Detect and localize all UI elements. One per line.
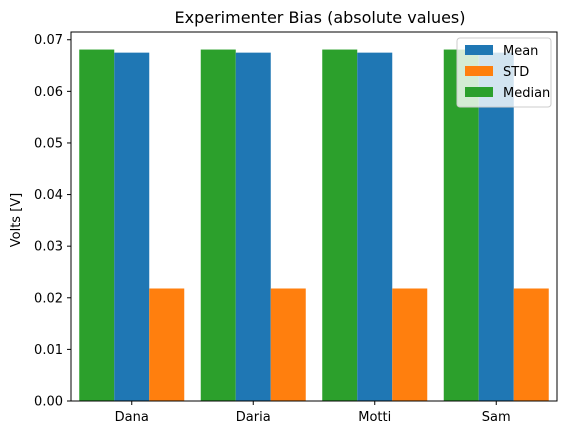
legend-swatch-median [465, 87, 493, 97]
bar-std-dana [149, 288, 185, 401]
legend-label-median: Median [503, 86, 550, 101]
bar-std-daria [270, 288, 306, 401]
y-tick-label: 0.01 [34, 343, 63, 358]
y-tick-label: 0.07 [34, 33, 63, 48]
legend-label-mean: Mean [503, 44, 538, 59]
bar-median-sam [443, 49, 479, 402]
y-tick-label: 0.02 [34, 291, 63, 306]
bar-median-dana [79, 49, 115, 402]
x-ticks: Dana Daria Motti Sam [115, 401, 511, 425]
bar-std-sam [513, 288, 549, 401]
x-tick-label: Motti [358, 410, 391, 425]
y-tick-label: 0.06 [34, 85, 63, 100]
y-tick-label: 0.03 [34, 240, 63, 255]
y-axis-label: Volts [V] [9, 193, 24, 248]
bars-group [79, 49, 549, 402]
legend-swatch-std [465, 66, 493, 76]
x-tick-label: Dana [115, 410, 149, 425]
bar-mean-motti [357, 52, 393, 401]
y-tick-label: 0.00 [34, 395, 63, 410]
bar-mean-daria [235, 52, 271, 401]
bar-mean-dana [114, 52, 150, 401]
x-tick-label: Daria [236, 410, 271, 425]
x-tick-label: Sam [482, 410, 511, 425]
legend-swatch-mean [465, 45, 493, 55]
y-ticks: 0.00 0.01 0.02 0.03 0.04 0.05 0.06 0.07 [34, 33, 71, 410]
plot-frame [70, 31, 558, 402]
chart-title: Experimenter Bias (absolute values) [175, 8, 466, 27]
bar-mean-sam [478, 52, 514, 401]
y-tick-label: 0.05 [34, 136, 63, 151]
bar-std-motti [392, 288, 428, 401]
y-tick-label: 0.04 [34, 188, 63, 203]
bar-median-daria [200, 49, 236, 402]
legend: Mean STD Median [456, 37, 552, 108]
bar-median-motti [322, 49, 358, 402]
legend-label-std: STD [503, 65, 529, 80]
